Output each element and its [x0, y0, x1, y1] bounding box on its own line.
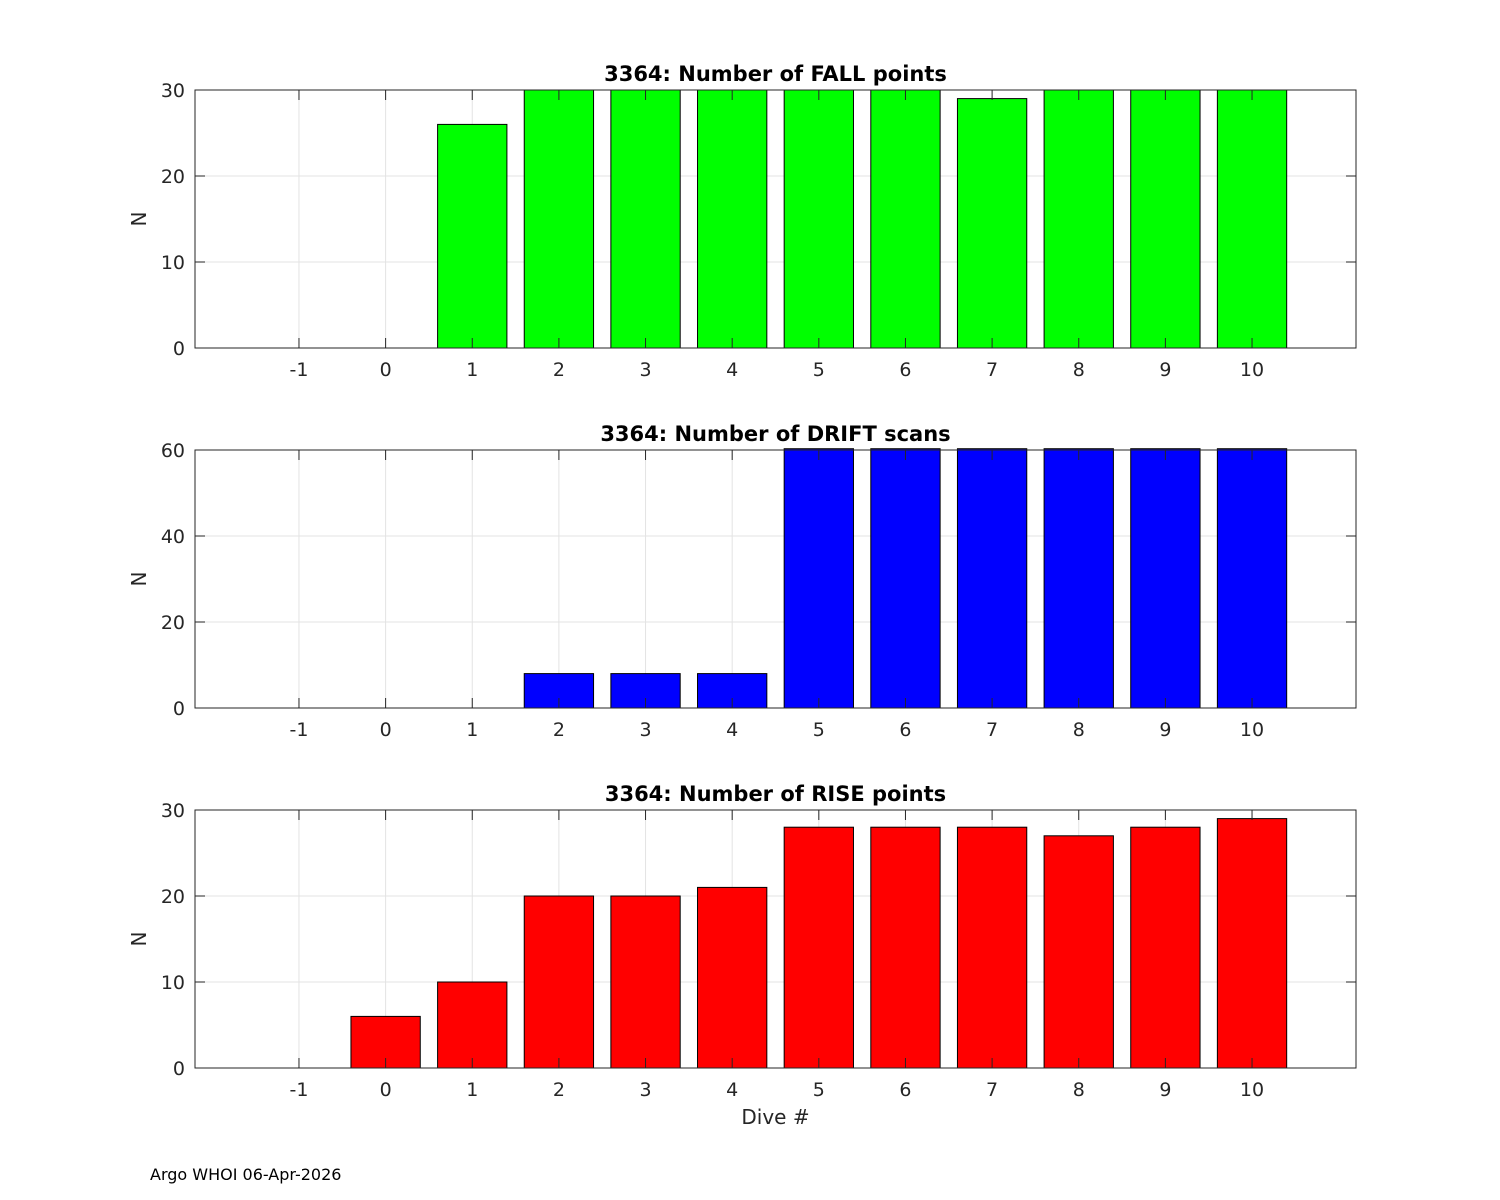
bar-dive-8: [1043, 89, 1114, 349]
bar-dive-6: [870, 448, 941, 709]
bar-dive-7: [956, 98, 1028, 349]
bar-dive-8: [1043, 835, 1114, 1069]
x-tick-label: 3: [639, 719, 651, 741]
x-tick-label: 9: [1159, 719, 1171, 741]
bar-dive-7: [956, 826, 1028, 1069]
x-tick-label: 6: [899, 359, 911, 381]
y-axis-label: N: [127, 572, 151, 587]
y-tick-label: 40: [161, 526, 185, 548]
x-tick-label: 6: [899, 719, 911, 741]
x-tick-label: 3: [639, 359, 651, 381]
bar-dive-5: [783, 826, 854, 1069]
x-tick-label: 1: [466, 359, 478, 381]
bar-dive-6: [870, 89, 941, 349]
x-tick-label: -1: [289, 359, 308, 381]
bar-dive-9: [1130, 826, 1201, 1069]
bar-dive-7: [956, 448, 1028, 709]
y-tick-label: 20: [161, 612, 185, 634]
y-tick-label: 60: [161, 440, 185, 462]
y-tick-label: 0: [173, 1058, 185, 1080]
x-tick-label: 4: [726, 1079, 738, 1101]
x-tick-label: 2: [553, 1079, 565, 1101]
x-tick-label: 4: [726, 719, 738, 741]
y-tick-label: 20: [161, 166, 185, 188]
x-tick-label: 5: [813, 359, 825, 381]
x-tick-label: 10: [1240, 719, 1264, 741]
subplot-1: -1 0 1 2 3 4 5 6 7 8 9 10 0 10 20 30 3364: Number of FAL…: [127, 62, 1357, 381]
y-tick-label: 20: [161, 886, 185, 908]
x-tick-label: 8: [1073, 359, 1085, 381]
y-axis-label: N: [127, 212, 151, 227]
x-axis-label: Dive #: [741, 1105, 809, 1129]
y-tick-label: 30: [161, 800, 185, 822]
x-tick-label: -1: [289, 719, 308, 741]
axes-frame: [194, 449, 1357, 709]
x-tick-label: -1: [289, 1079, 308, 1101]
x-tick-label: 8: [1073, 719, 1085, 741]
x-tick-label: 8: [1073, 1079, 1085, 1101]
x-tick-label: 6: [899, 1079, 911, 1101]
bar-dive-6: [870, 826, 941, 1069]
x-tick-label: 2: [553, 359, 565, 381]
x-tick-label: 5: [813, 1079, 825, 1101]
bar-dive-4: [697, 886, 768, 1069]
bar-dive-2: [523, 89, 595, 349]
bar-dive-10: [1216, 89, 1288, 349]
bar-dive-1: [437, 981, 508, 1069]
y-tick-label: 0: [173, 698, 185, 720]
bar-dive-5: [783, 89, 854, 349]
x-tick-label: 5: [813, 719, 825, 741]
y-tick-label: 30: [161, 80, 185, 102]
x-tick-label: 1: [466, 719, 478, 741]
x-tick-label: 2: [553, 719, 565, 741]
y-tick-label: 10: [161, 252, 185, 274]
bar-dive-4: [697, 89, 768, 349]
x-tick-label: 7: [986, 719, 998, 741]
x-tick-label: 7: [986, 359, 998, 381]
x-tick-label: 0: [380, 719, 392, 741]
chart-title: 3364: Number of RISE points: [605, 782, 946, 806]
subplot-3: -1 0 1 2 3 4 5 6 7 8 9 10 0 10 20 30 3364: Number of RIS…: [127, 782, 1357, 1129]
bar-dive-8: [1043, 448, 1114, 709]
x-tick-label: 7: [986, 1079, 998, 1101]
bar-dive-2: [523, 895, 595, 1069]
bar-dive-9: [1130, 448, 1201, 709]
x-tick-label: 0: [380, 359, 392, 381]
y-tick-label: 0: [173, 338, 185, 360]
x-tick-label: 10: [1240, 1079, 1264, 1101]
bar-dive-10: [1216, 448, 1288, 709]
bar-dive-5: [783, 448, 854, 709]
x-tick-label: 9: [1159, 1079, 1171, 1101]
bar-dive-9: [1130, 89, 1201, 349]
bar-dive-3: [610, 89, 681, 349]
y-axis-label: N: [127, 932, 151, 947]
bar-dive-3: [610, 895, 681, 1069]
bar-dive-10: [1216, 818, 1288, 1069]
axes-frame: [194, 809, 1357, 1069]
footer-note: Argo WHOI 06-Apr-2026: [150, 1165, 342, 1184]
x-tick-label: 10: [1240, 359, 1264, 381]
subplot-2: -1 0 1 2 3 4 5 6 7 8 9 10 0 20 40 60 3364: Number of DRI…: [127, 422, 1357, 741]
bar-dive-1: [437, 123, 508, 349]
y-tick-label: 10: [161, 972, 185, 994]
chart-title: 3364: Number of DRIFT scans: [600, 422, 950, 446]
axes-frame: [194, 89, 1357, 349]
x-tick-label: 9: [1159, 359, 1171, 381]
x-tick-label: 0: [380, 1079, 392, 1101]
x-tick-label: 1: [466, 1079, 478, 1101]
x-tick-label: 4: [726, 359, 738, 381]
x-tick-label: 3: [639, 1079, 651, 1101]
chart-title: 3364: Number of FALL points: [604, 62, 947, 86]
